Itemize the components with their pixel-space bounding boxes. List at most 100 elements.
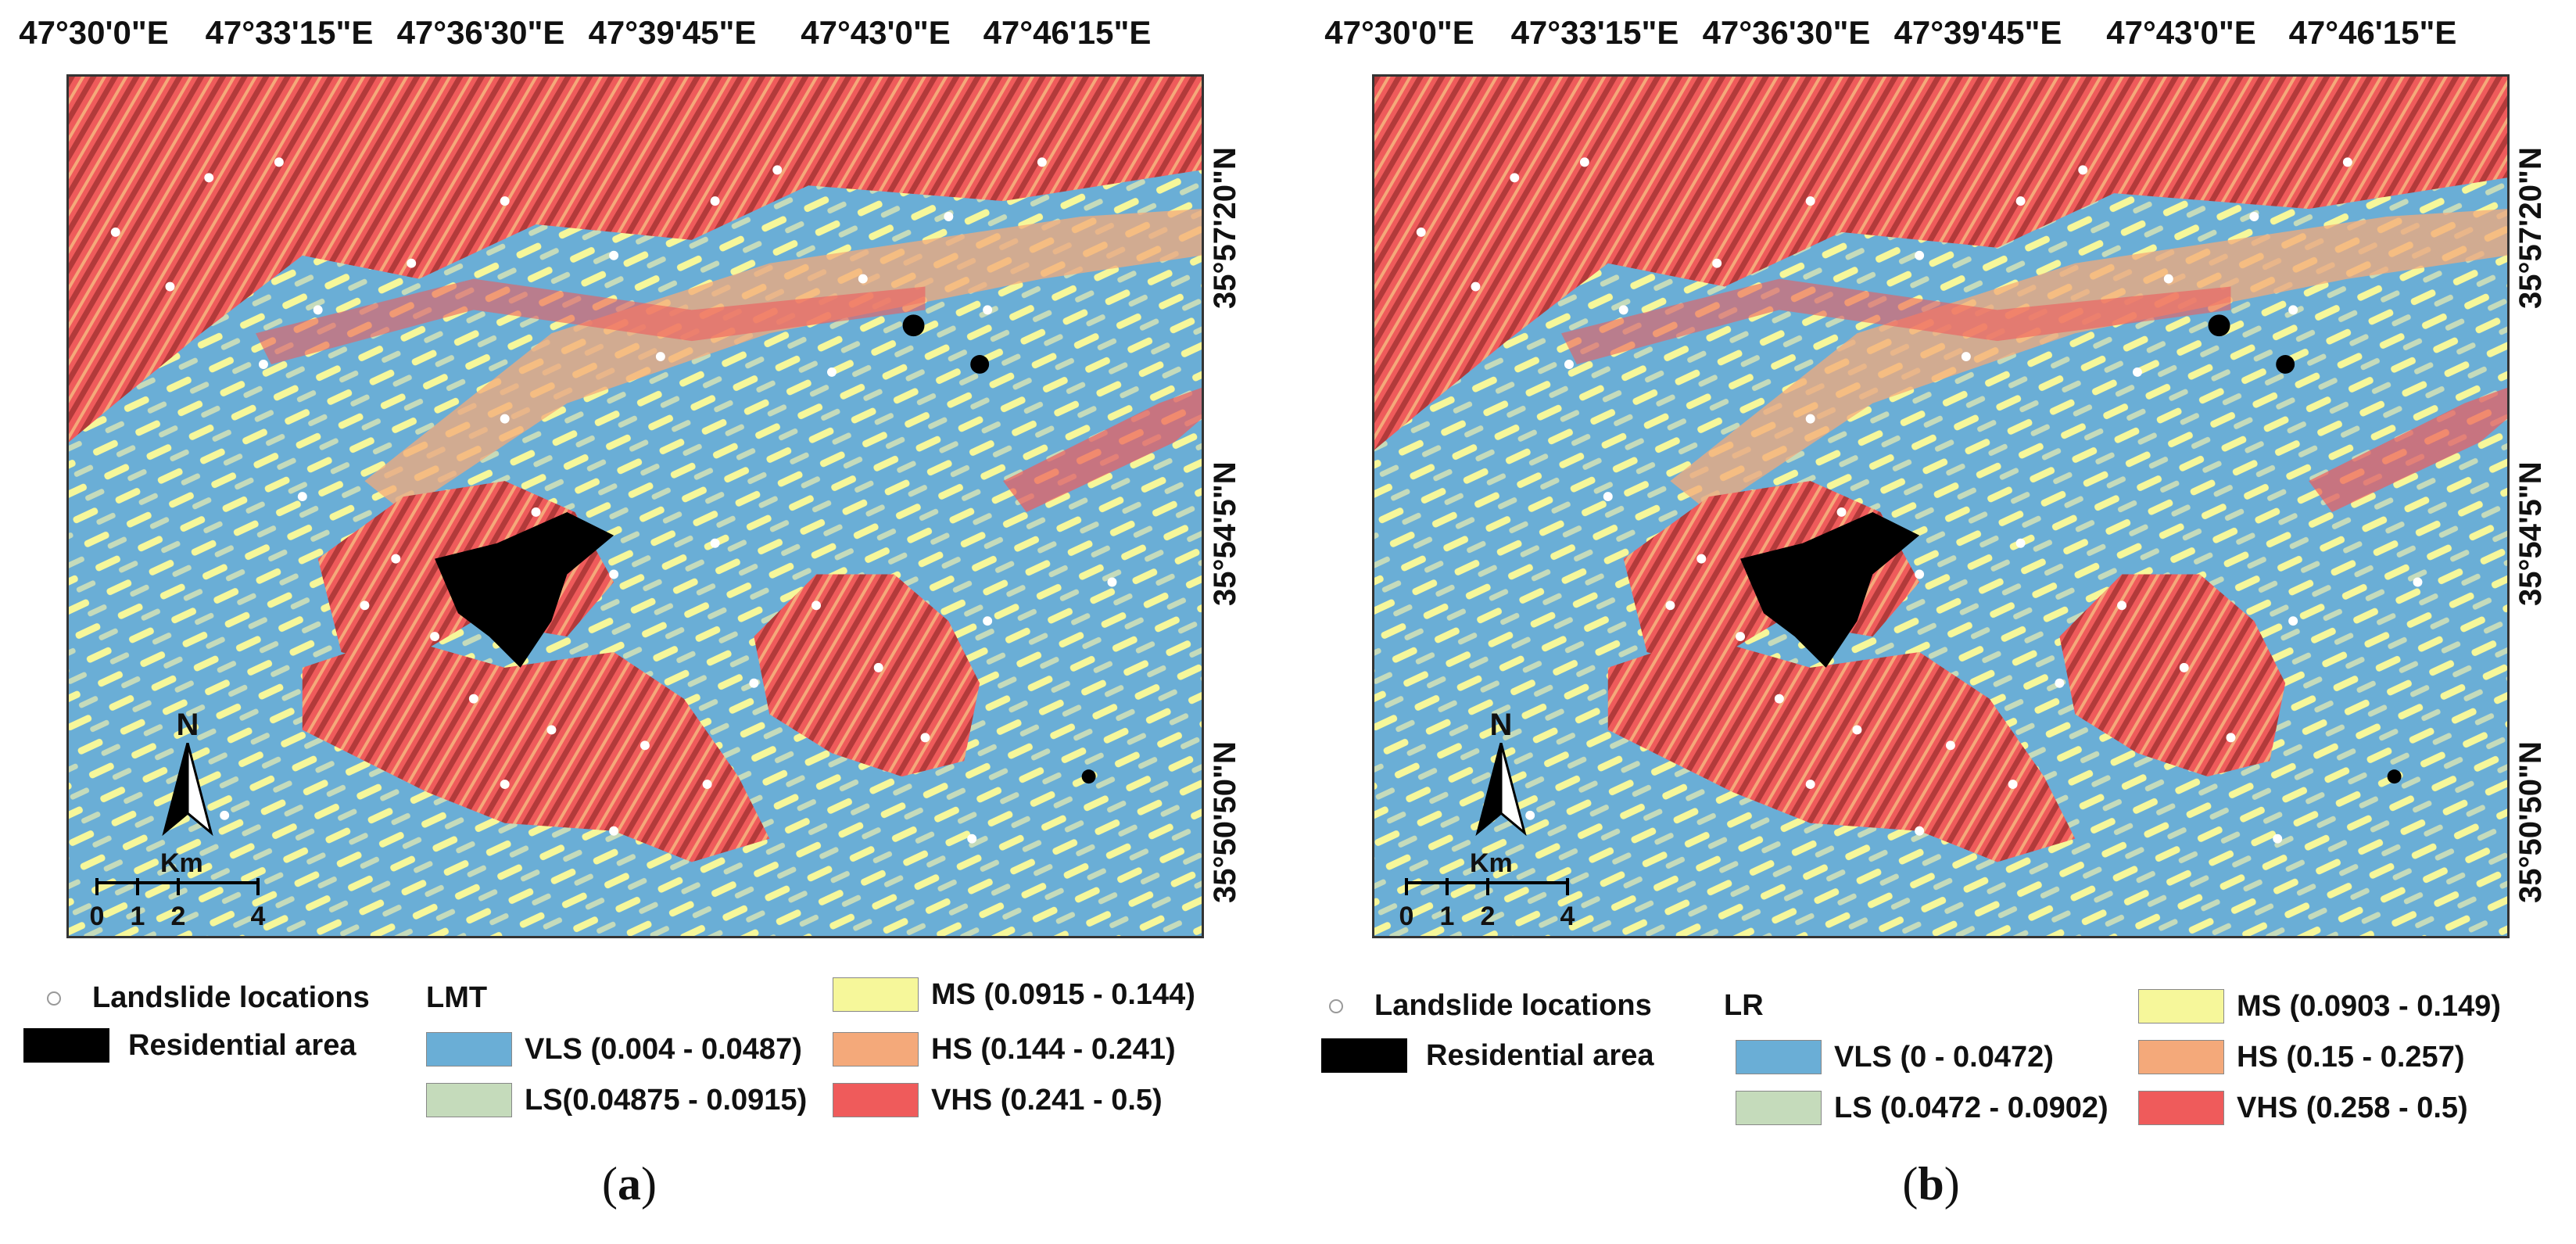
landslide-point bbox=[1525, 810, 1535, 820]
landslide-point bbox=[274, 157, 284, 167]
landslide-point bbox=[1945, 740, 1955, 751]
landslide-point bbox=[873, 662, 883, 672]
lon-label: 47°46'15"E bbox=[983, 14, 1152, 51]
lat-label: 35°50'50"N bbox=[1208, 741, 1242, 903]
eastern-massif bbox=[2059, 574, 2286, 777]
scale-bar: Km 0 1 2 4 bbox=[1395, 848, 1599, 934]
north-arrow-icon bbox=[1475, 743, 1527, 837]
landslide-point bbox=[920, 733, 930, 743]
landslide-point bbox=[1107, 577, 1117, 587]
landslide-point bbox=[546, 725, 557, 735]
landslide-point bbox=[2179, 662, 2189, 672]
landslide-point bbox=[609, 250, 619, 260]
landslide-point bbox=[2163, 274, 2173, 284]
landslide-point bbox=[1736, 632, 1746, 642]
lon-label: 47°33'15"E bbox=[205, 14, 374, 51]
landslide-point bbox=[258, 360, 268, 369]
north-arrow: N bbox=[156, 708, 219, 837]
longitude-labels: 47°30'0"E 47°33'15"E 47°36'30"E 47°39'45… bbox=[19, 14, 1267, 61]
scale-bar-line bbox=[1405, 878, 1569, 895]
model-name: LR bbox=[1724, 989, 1764, 1022]
susceptibility-map bbox=[1372, 74, 2510, 938]
map-panel-a: 47°30'0"E 47°33'15"E 47°36'30"E 47°39'45… bbox=[0, 0, 1251, 1244]
ridge-band bbox=[256, 278, 926, 364]
landslide-point bbox=[811, 600, 822, 611]
landslide-point bbox=[1774, 694, 1784, 704]
lat-label: 35°50'50"N bbox=[2513, 741, 2548, 903]
landslide-point bbox=[609, 569, 619, 579]
vhs-swatch bbox=[833, 1083, 919, 1117]
caption-open: ( bbox=[1902, 1158, 1919, 1210]
landslide-point bbox=[2015, 538, 2026, 548]
scale-tick: 0 bbox=[1399, 902, 1414, 931]
caption-close: ) bbox=[1944, 1158, 1960, 1210]
landslide-point bbox=[165, 281, 175, 292]
landslide-point bbox=[2226, 733, 2236, 743]
landslide-point bbox=[2413, 577, 2423, 587]
lat-label: 35°57'20"N bbox=[2513, 147, 2548, 309]
legend-class-hs: HS (0.15 - 0.257) bbox=[2138, 1040, 2464, 1074]
landslide-point bbox=[655, 352, 665, 362]
caption-close: ) bbox=[641, 1158, 657, 1210]
landslide-point bbox=[2288, 305, 2298, 315]
landslide-point bbox=[1805, 414, 1815, 424]
landslide-point bbox=[983, 305, 993, 315]
legend-class-label: VLS (0.004 - 0.0487) bbox=[525, 1032, 802, 1066]
hs-swatch bbox=[2138, 1040, 2224, 1074]
lon-label: 47°30'0"E bbox=[19, 14, 169, 51]
landslide-point bbox=[1852, 725, 1862, 735]
northern-ridges bbox=[69, 77, 1202, 443]
landslide-point-icon bbox=[1329, 998, 1343, 1013]
landslide-point bbox=[407, 258, 417, 268]
north-arrow: N bbox=[1470, 708, 1532, 837]
legend-residential: Residential area bbox=[23, 1028, 356, 1063]
map-canvas bbox=[1374, 77, 2507, 936]
landslide-point bbox=[772, 165, 783, 175]
scale-tick: 1 bbox=[130, 902, 145, 931]
landslide-point bbox=[640, 740, 650, 751]
legend-class-label: HS (0.144 - 0.241) bbox=[931, 1032, 1176, 1066]
landslide-point bbox=[313, 305, 323, 315]
susceptibility-map bbox=[66, 74, 1204, 938]
scale-tick: 0 bbox=[89, 902, 105, 931]
legend-residential: Residential area bbox=[1321, 1038, 1653, 1073]
legend-class-ms: MS (0.0915 - 0.144) bbox=[833, 977, 1195, 1012]
residential-spot bbox=[2387, 769, 2402, 784]
landslide-point bbox=[2342, 157, 2352, 167]
scale-tick: 1 bbox=[1439, 902, 1455, 931]
legend-class-ls: LS(0.04875 - 0.0915) bbox=[426, 1083, 807, 1117]
scale-tick: 2 bbox=[1480, 902, 1496, 931]
landslide-point bbox=[531, 507, 541, 517]
landslide-point bbox=[1696, 554, 1707, 564]
legend-class-label: MS (0.0915 - 0.144) bbox=[931, 977, 1195, 1011]
legend-class-label: MS (0.0903 - 0.149) bbox=[2237, 989, 2501, 1023]
caption-open: ( bbox=[602, 1158, 618, 1210]
residential-swatch bbox=[1321, 1038, 1407, 1073]
landslide-point bbox=[1915, 826, 1925, 836]
legend-residential-label: Residential area bbox=[1426, 1038, 1654, 1072]
ridge-band bbox=[1561, 278, 2231, 364]
landslide-point bbox=[967, 834, 977, 844]
landslide-point bbox=[2288, 616, 2298, 626]
scale-title: Km bbox=[1470, 848, 1513, 878]
vls-swatch bbox=[426, 1032, 512, 1067]
landslide-point bbox=[702, 780, 712, 790]
northern-ridges bbox=[1374, 77, 2507, 450]
scale-title: Km bbox=[160, 848, 203, 878]
landslide-point bbox=[2078, 165, 2088, 175]
legend-landslide: Landslide locations bbox=[23, 981, 370, 1015]
vls-swatch bbox=[1736, 1040, 1822, 1074]
landslide-point bbox=[1836, 507, 1847, 517]
north-arrow-icon bbox=[162, 743, 213, 837]
landslide-point bbox=[1915, 250, 1925, 260]
lat-label: 35°57'20"N bbox=[1208, 147, 1242, 309]
landslide-point bbox=[430, 632, 440, 642]
landslide-point bbox=[1564, 360, 1574, 369]
lon-label: 47°39'45"E bbox=[588, 14, 757, 51]
landslide-point bbox=[391, 554, 401, 564]
landslide-point bbox=[710, 196, 720, 206]
landslide-point bbox=[220, 810, 230, 820]
scale-tick: 2 bbox=[170, 902, 186, 931]
landslide-point bbox=[2055, 678, 2065, 688]
landslide-point bbox=[2008, 780, 2018, 790]
